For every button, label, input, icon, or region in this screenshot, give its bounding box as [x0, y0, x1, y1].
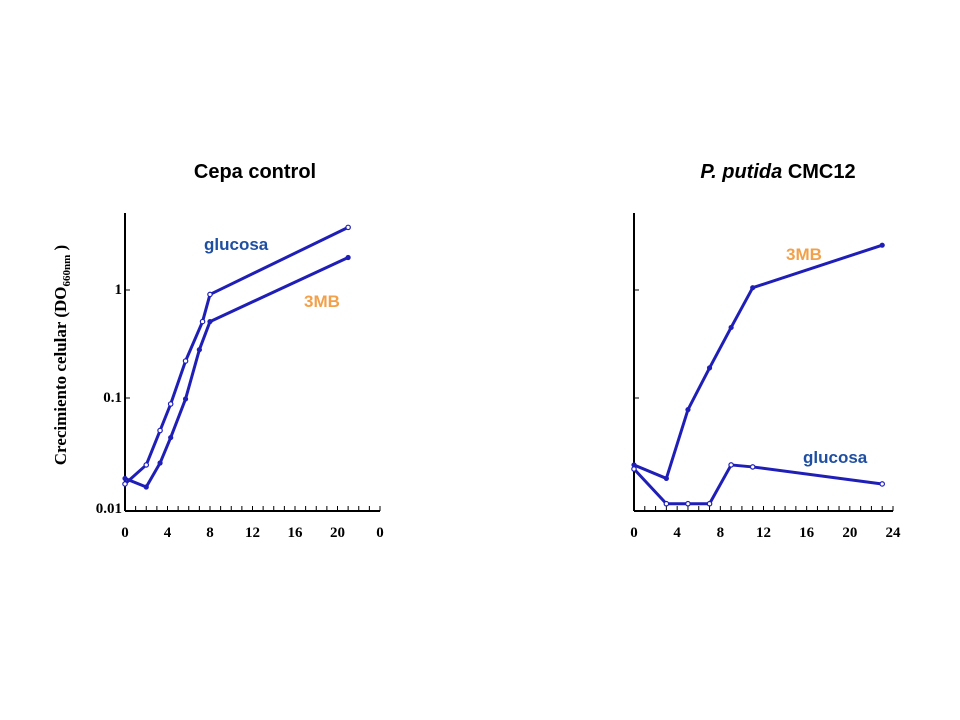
panel1-y-tick-label: 0.01 — [96, 501, 122, 517]
panel2-title: P. putida CMC12 — [700, 161, 855, 183]
panel1-series-3MB-point — [143, 484, 149, 490]
panel1-glucosa-label: glucosa — [204, 235, 269, 254]
panel1-x-tick-label: 8 — [206, 525, 214, 541]
panel1-y-tick-label: 0.1 — [103, 390, 122, 406]
panel2-series-glucosa-point — [879, 481, 886, 487]
panel1-x-tick-label: 20 — [330, 525, 345, 541]
panel2-series-glucosa-point — [706, 500, 713, 507]
panel2-series-glucosa-point — [728, 462, 734, 468]
panel1-series-glucosa-point — [122, 481, 128, 487]
panel1-x-tick-label: 12 — [245, 525, 260, 541]
panel1-series-glucosa-point — [207, 291, 213, 298]
panel2-x-tick-label: 4 — [673, 525, 681, 541]
panel2-series-3MB-point — [728, 324, 734, 331]
panel2-series-glucosa-point — [685, 500, 691, 507]
panel1-series-3MB-point — [168, 434, 174, 441]
panel1-series-glucosa-point — [182, 358, 189, 364]
panel2-series-3MB-line — [633, 243, 883, 480]
panel2-series-glucosa-line — [632, 463, 883, 506]
panel1-series-glucosa-point — [345, 224, 351, 231]
panel2-x-tick-label: 16 — [799, 525, 815, 541]
panel1-series-glucosa-point — [199, 318, 206, 325]
panel2-series-glucosa-point — [749, 464, 756, 470]
panel1-series-3MB-point — [196, 347, 202, 353]
panel2-x-tick-label: 24 — [886, 525, 902, 541]
panel1-series-3MB-point — [182, 396, 189, 402]
panel1-x-tick-label: 4 — [164, 525, 172, 541]
panel2-x-tick-label: 20 — [842, 525, 857, 541]
panel1-x-tick-label: 0 — [121, 525, 129, 541]
panel1-series-3MB-point — [207, 318, 213, 325]
panel1-series-glucosa-line — [123, 226, 349, 486]
panel2-series-glucosa-point — [663, 500, 670, 507]
panel1-series-3MB-point — [345, 254, 351, 261]
y-axis-label: Crecimiento celular (DO660nm ) — [51, 245, 73, 465]
panel1-y-tick-label: 1 — [115, 282, 123, 298]
panel2-series-3MB-point — [706, 365, 713, 371]
panel2-x-tick-label: 8 — [717, 525, 725, 541]
panel1-x-tick-label: 0 — [376, 525, 384, 541]
panel2-x-tick-label: 0 — [630, 525, 638, 541]
panel2-glucosa-label: glucosa — [803, 448, 868, 467]
panel1-series-glucosa-point — [157, 427, 163, 434]
panel1-x-tick-label: 16 — [288, 525, 304, 541]
panel1-series-3MB-point — [157, 460, 163, 466]
panel1-series-glucosa-point — [143, 462, 150, 468]
panel1-3mb-label: 3MB — [304, 292, 340, 311]
panel2-series-3MB-point — [750, 285, 756, 291]
panel1-series-glucosa-point — [167, 401, 174, 407]
panel1-series-3MB-line — [124, 256, 349, 489]
panel1-title: Cepa control — [194, 161, 316, 183]
panel2-series-3MB-point — [879, 242, 885, 248]
panel2-series-3MB-point — [631, 462, 637, 468]
panel2-series-3MB-point — [685, 407, 691, 413]
svg-text:Crecimiento celular (DO660nm ): Crecimiento celular (DO660nm ) — [51, 245, 73, 465]
panel2-3mb-label: 3MB — [786, 245, 822, 264]
panel2-x-tick-label: 12 — [756, 525, 771, 541]
panel2-series-glucosa-point — [631, 466, 637, 472]
panel1-series-3MB-point — [122, 475, 128, 482]
panel2-series-3MB-point — [663, 475, 669, 482]
